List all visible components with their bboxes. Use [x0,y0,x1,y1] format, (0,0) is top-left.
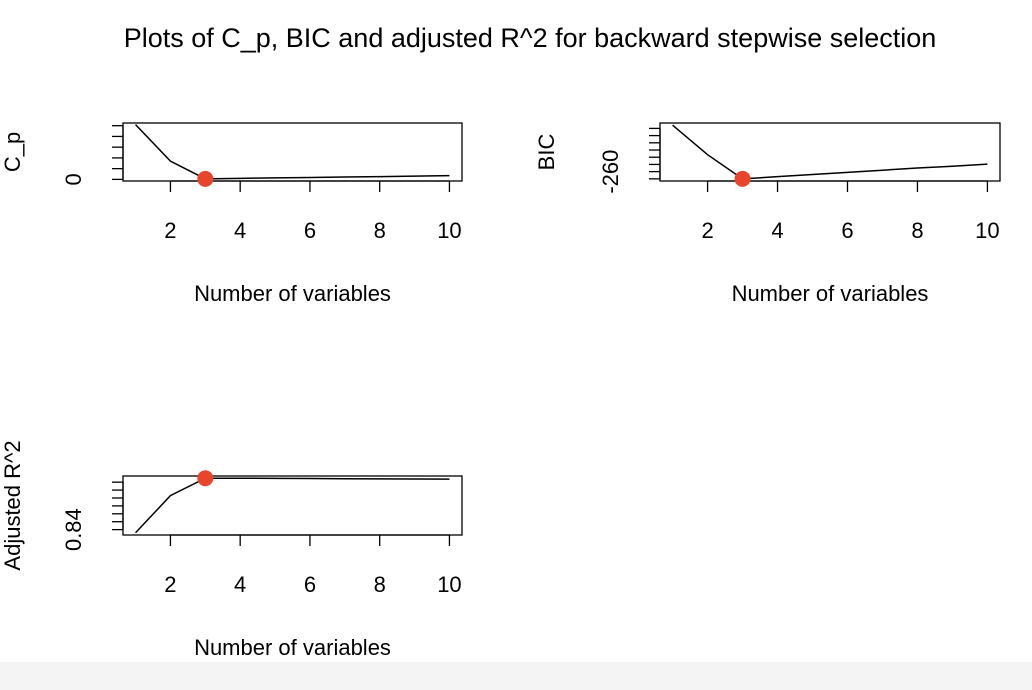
x-tick-label: 10 [437,218,461,243]
x-tick-label: 4 [234,572,246,597]
data-line [135,124,450,180]
x-tick-label: 2 [164,218,176,243]
x-tick-label: 10 [975,218,999,243]
y-tick-label: -260 [598,150,623,194]
x-tick-label: 8 [911,218,923,243]
x-tick-label: 2 [701,218,713,243]
bottom-bar [0,662,1032,690]
y-axis-label: C_p [0,132,25,172]
data-line [672,124,988,180]
chart-title: Plots of C_p, BIC and adjusted R^2 for b… [124,23,937,53]
data-line [135,477,450,534]
highlight-point [197,170,214,187]
y-tick-label: 0.84 [61,508,86,551]
x-tick-label: 10 [437,572,461,597]
x-tick-label: 4 [771,218,783,243]
x-axis-label: Number of variables [732,281,929,306]
x-tick-label: 6 [304,218,316,243]
y-tick-label: 0 [61,173,86,185]
x-tick-label: 6 [841,218,853,243]
x-tick-label: 6 [304,572,316,597]
y-axis-label: BIC [534,134,559,171]
x-tick-label: 2 [164,572,176,597]
x-axis-label: Number of variables [194,281,391,306]
x-axis-label: Number of variables [194,635,391,660]
highlight-point [734,170,751,187]
highlight-point [197,470,214,487]
y-axis-label: Adjusted R^2 [0,440,25,570]
x-tick-label: 8 [374,218,386,243]
x-tick-label: 4 [234,218,246,243]
x-tick-label: 8 [374,572,386,597]
